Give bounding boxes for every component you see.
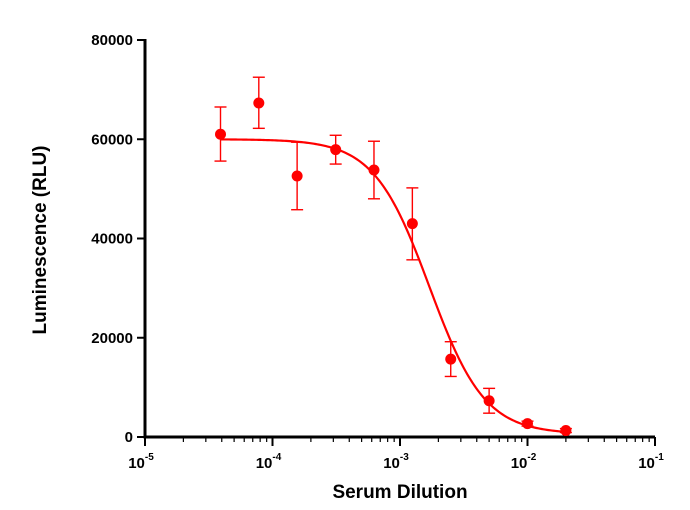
x-tick-label: 10-5 xyxy=(128,452,154,472)
data-point xyxy=(330,144,342,156)
x-axis-title: Serum Dilution xyxy=(332,482,467,503)
data-point-group xyxy=(483,387,496,414)
data-point-group xyxy=(444,341,457,378)
data-point-group xyxy=(367,140,380,200)
data-point xyxy=(406,218,418,230)
x-tick-label: 10-1 xyxy=(638,452,664,472)
data-point-group xyxy=(559,425,572,437)
data-point-group xyxy=(291,141,304,211)
data-point-group xyxy=(406,187,419,261)
x-tick-label: 10-4 xyxy=(256,452,282,472)
data-point xyxy=(445,353,457,365)
y-tick-label: 60000 xyxy=(91,131,133,148)
tick-marks xyxy=(137,39,656,446)
fit-curve-layer xyxy=(220,138,566,434)
data-point-group xyxy=(252,76,265,130)
data-point xyxy=(253,97,265,109)
data-point xyxy=(483,395,495,407)
data-point xyxy=(291,170,303,182)
fit-curve xyxy=(220,138,566,434)
x-tick-label: 10-2 xyxy=(511,452,537,472)
y-tick-label: 40000 xyxy=(91,231,133,248)
data-point xyxy=(368,164,380,176)
data-points xyxy=(214,76,572,437)
y-tick-label: 80000 xyxy=(91,32,133,49)
x-tick-label: 10-3 xyxy=(383,452,409,472)
data-point-group xyxy=(329,134,342,165)
y-tick-label: 0 xyxy=(125,429,133,446)
data-point-group xyxy=(214,106,227,162)
axes xyxy=(143,39,655,439)
data-point xyxy=(522,418,533,430)
data-point xyxy=(215,128,227,140)
data-point xyxy=(560,425,572,437)
y-axis-title: Luminescence (RLU) xyxy=(30,146,51,335)
data-point-group xyxy=(521,418,534,430)
y-tick-label: 20000 xyxy=(91,330,133,347)
tick-labels: 0 20000 40000 60000 80000 10-5 10-4 10-3 10-2 10-… xyxy=(91,32,664,472)
